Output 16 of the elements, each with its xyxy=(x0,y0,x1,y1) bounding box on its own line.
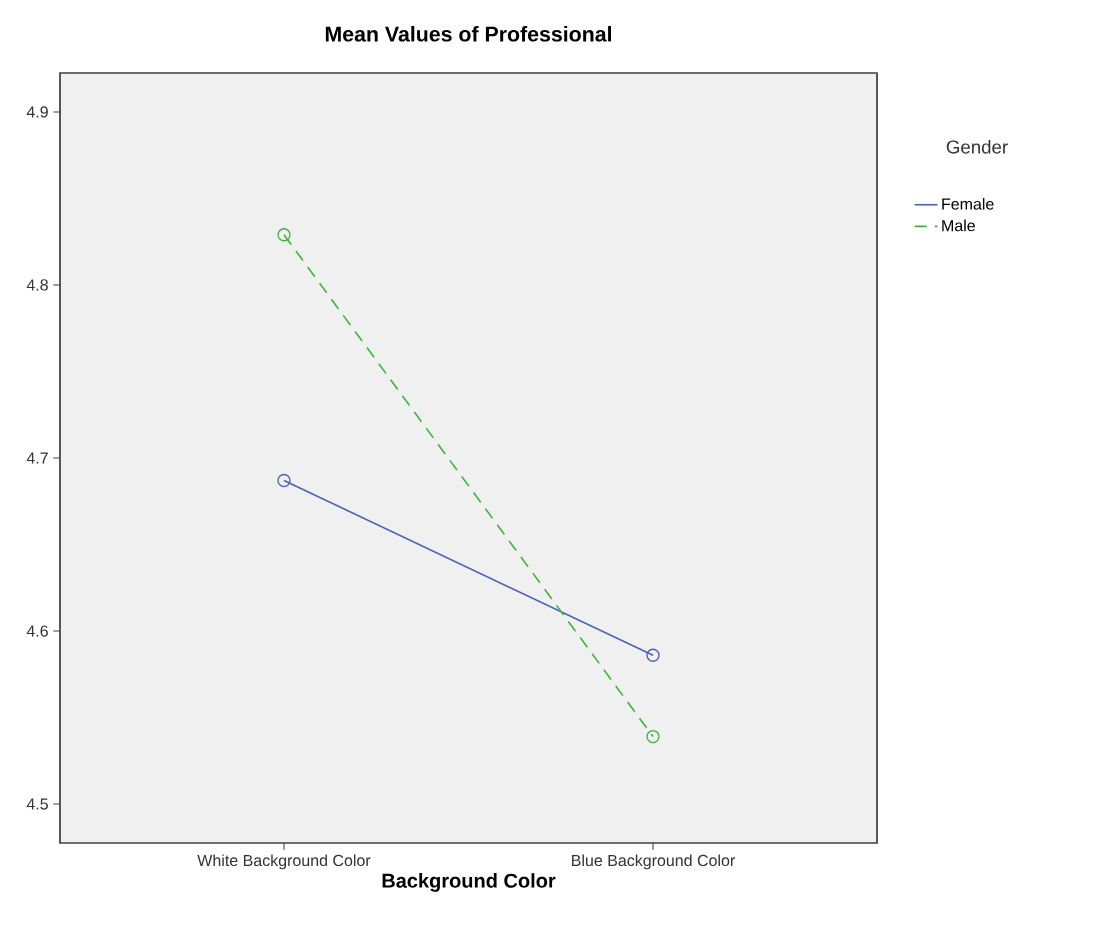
x-tick-label: Blue Background Color xyxy=(572,854,735,870)
y-tick-label: 4.8 xyxy=(26,279,48,291)
y-tick-label: 4.7 xyxy=(26,452,48,464)
x-axis-title: Background Color xyxy=(382,873,556,892)
legend-label: Female xyxy=(942,197,994,210)
chart-title: Mean Values of Professional xyxy=(325,25,612,42)
legend-label: Male xyxy=(942,219,975,232)
x-tick-label: White Background Color xyxy=(197,854,371,870)
point xyxy=(277,228,291,242)
legend-title: Gender xyxy=(946,139,1008,154)
y-tick-label: 4.9 xyxy=(26,106,48,118)
y-tick-label: 4.5 xyxy=(26,798,48,810)
y-tick-label: 4.6 xyxy=(26,625,48,637)
point xyxy=(646,729,660,744)
point xyxy=(646,648,660,662)
point xyxy=(277,473,291,488)
